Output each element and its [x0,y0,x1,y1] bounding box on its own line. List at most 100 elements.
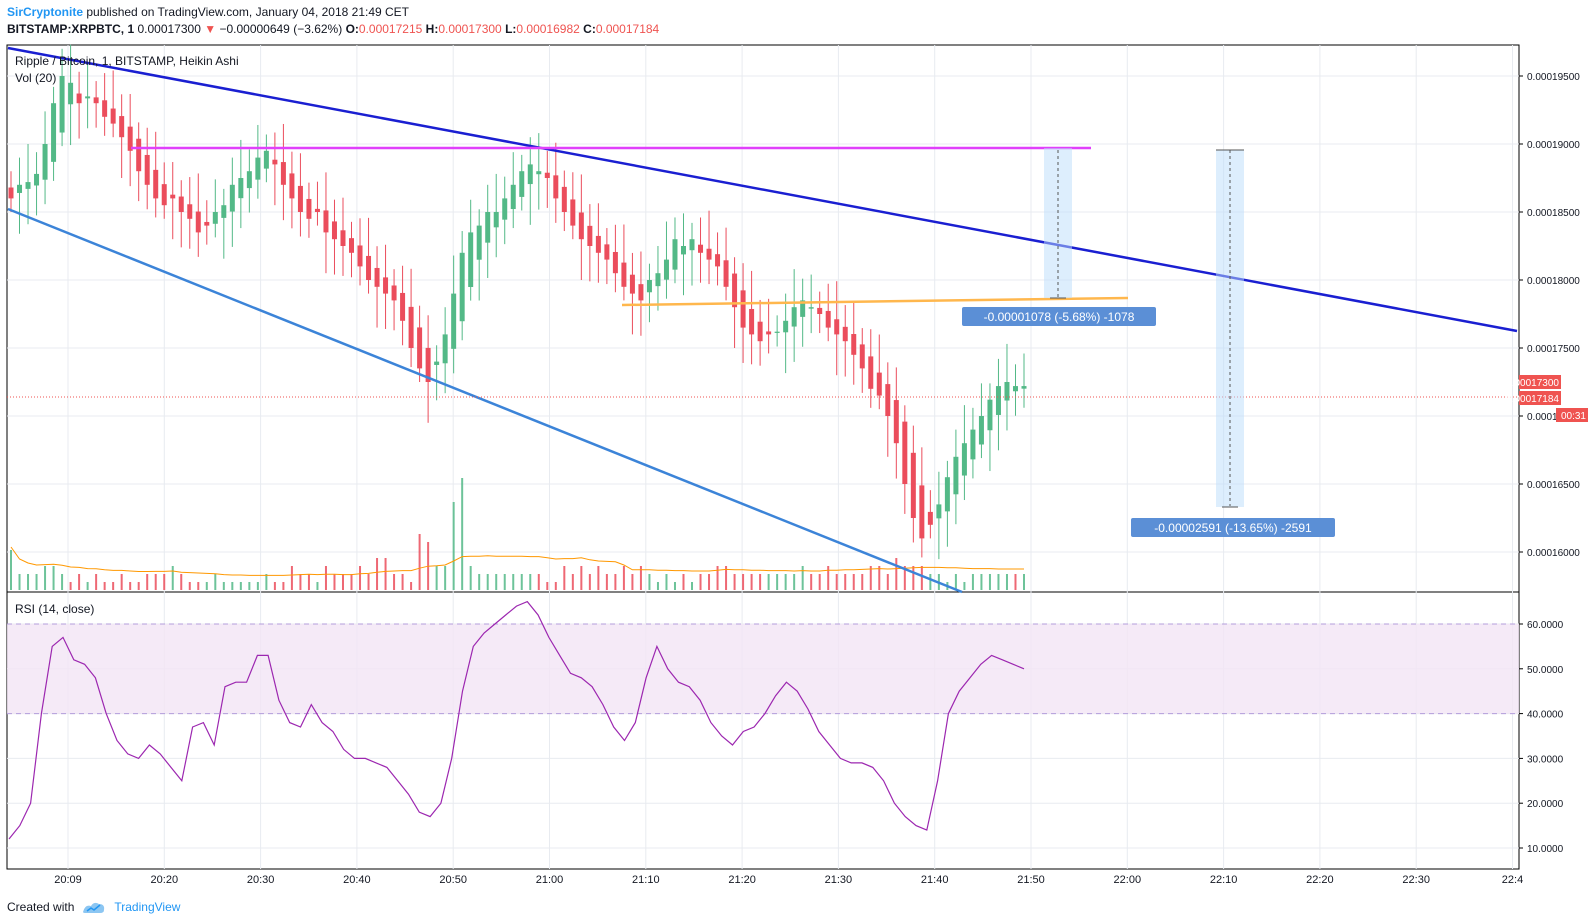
candle-body [587,225,593,246]
candle-body [927,511,933,525]
volume-bar [129,582,132,590]
candle-body [272,159,278,165]
volume-bar [435,566,438,590]
candle-body [144,154,150,185]
y-tick-label: 0.00017000 [1527,412,1580,423]
candle-body [263,150,269,169]
close-value: 0.00017184 [595,22,660,36]
y-tick-label: 0.00018000 [1527,276,1580,287]
volume-bar [1023,574,1025,590]
candle-body [698,244,704,253]
volume-bar [35,574,38,590]
low-label: L: [505,22,517,36]
volume-bar [512,574,515,590]
candle-body [885,384,891,416]
candle-body [740,290,746,328]
volume-bar [529,574,532,590]
volume-bar [699,574,702,590]
candle-body [663,259,669,280]
candle-body [902,421,908,484]
rsi-tick-label: 10.0000 [1527,844,1564,855]
volume-bar [418,534,421,590]
candle-body [672,239,678,270]
volume-bar [222,582,225,590]
volume-bar [469,566,472,590]
candle-body [476,225,482,260]
candle-body [255,157,261,180]
volume-bar [290,566,293,590]
candle-body [646,280,652,293]
candle-body [425,347,431,382]
candle-body [485,212,491,243]
volume-bar [614,574,617,590]
volume-bar [852,574,855,590]
volume-bar [188,582,191,590]
volume-bar [725,566,728,590]
y-tick-label: 0.00017500 [1527,344,1580,355]
candle-body [34,173,40,186]
tradingview-link[interactable]: TradingView [114,900,181,914]
candle-body [76,93,82,104]
volume-bar [776,574,779,590]
candle-body [468,232,474,288]
candle-body [306,198,312,219]
volume-bar [673,582,676,590]
volume-bar [878,566,881,590]
open-value: 0.00017215 [358,22,423,36]
symbol-label: BITSTAMP:XRPBTC, 1 [7,22,135,36]
volume-bar [214,574,217,590]
measure-1-label: -0.00001078 (-5.68%) -1078 [984,310,1135,324]
volume-bar [367,574,370,590]
candle-body [280,162,286,185]
volume-bar [205,582,208,590]
down-arrow-icon: ▼ [204,22,217,36]
candle-body [340,230,346,246]
y-tick-label: 0.00016500 [1527,480,1580,491]
volume-bar [163,574,166,590]
candle-body [297,185,303,212]
drawings [7,46,1519,594]
volume-bar [597,566,600,590]
volume-bar [444,566,447,590]
rsi-tick-label: 60.0000 [1527,620,1564,631]
volume-bar [546,582,549,590]
volume-bar [256,582,259,590]
candle-body [595,235,601,253]
candle-body [995,386,1001,415]
x-tick-label: 21:20 [728,874,756,886]
y-tick-label: 0.00019500 [1527,72,1580,83]
candle-body [893,400,899,444]
candle-body [383,277,389,294]
volume-bar [742,574,745,590]
volume-bar [61,574,64,590]
rsi-line [8,600,1025,840]
candle-body [153,169,159,199]
countdown-badge-text: 00:31 [1561,411,1586,422]
volume-bar [103,582,106,590]
volume-bar [988,574,991,590]
candle-body [366,255,372,280]
x-tick-label: 22:10 [1210,874,1238,886]
axes: 20:09 20:20 20:30 20:40 20:50 21:00 21:10 21:20… [54,72,1580,886]
volume-bar [197,582,200,590]
volume-bar [78,574,81,590]
candle-body [136,138,142,172]
candle-body [519,171,525,197]
x-tick-label: 20:50 [439,874,467,886]
volume-bar [656,582,659,590]
volume-bar [1014,574,1017,590]
volume-bar [631,574,634,590]
volume-bar [844,574,847,590]
measure-2-label-box [1131,518,1335,537]
author-link[interactable]: SirCryptonite [7,5,84,19]
rsi-tick-label: 50.0000 [1527,665,1564,676]
candle-body [8,187,14,199]
candle-body [578,212,584,240]
publish-header: SirCryptonite published on TradingView.c… [7,5,409,19]
candle-body [178,196,184,212]
candle-body [800,300,806,317]
candle-body [51,103,57,162]
volume-bar [239,582,242,590]
volume-bar [401,574,404,590]
